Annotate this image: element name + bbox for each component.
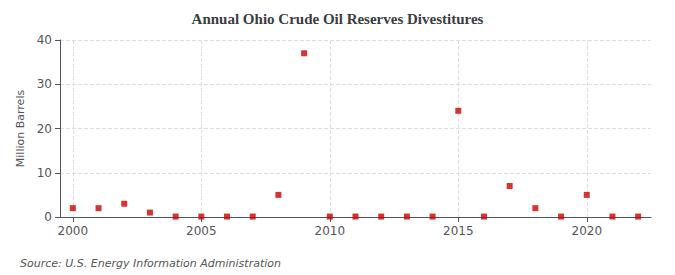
svg-text:2000: 2000: [58, 224, 89, 238]
svg-text:0: 0: [44, 210, 52, 224]
svg-text:10: 10: [37, 166, 52, 180]
svg-text:2010: 2010: [315, 224, 346, 238]
svg-text:Annual Ohio Crude Oil Reserves: Annual Ohio Crude Oil Reserves Divestitu…: [192, 11, 484, 27]
svg-text:2005: 2005: [186, 224, 217, 238]
svg-text:Million Barrels: Million Barrels: [14, 90, 27, 168]
svg-text:2020: 2020: [571, 224, 602, 238]
svg-text:40: 40: [37, 33, 52, 47]
svg-text:2015: 2015: [443, 224, 474, 238]
svg-text:20: 20: [37, 122, 52, 136]
svg-text:30: 30: [37, 77, 52, 91]
svg-text:Source: U.S. Energy Informatio: Source: U.S. Energy Information Administ…: [20, 257, 281, 270]
